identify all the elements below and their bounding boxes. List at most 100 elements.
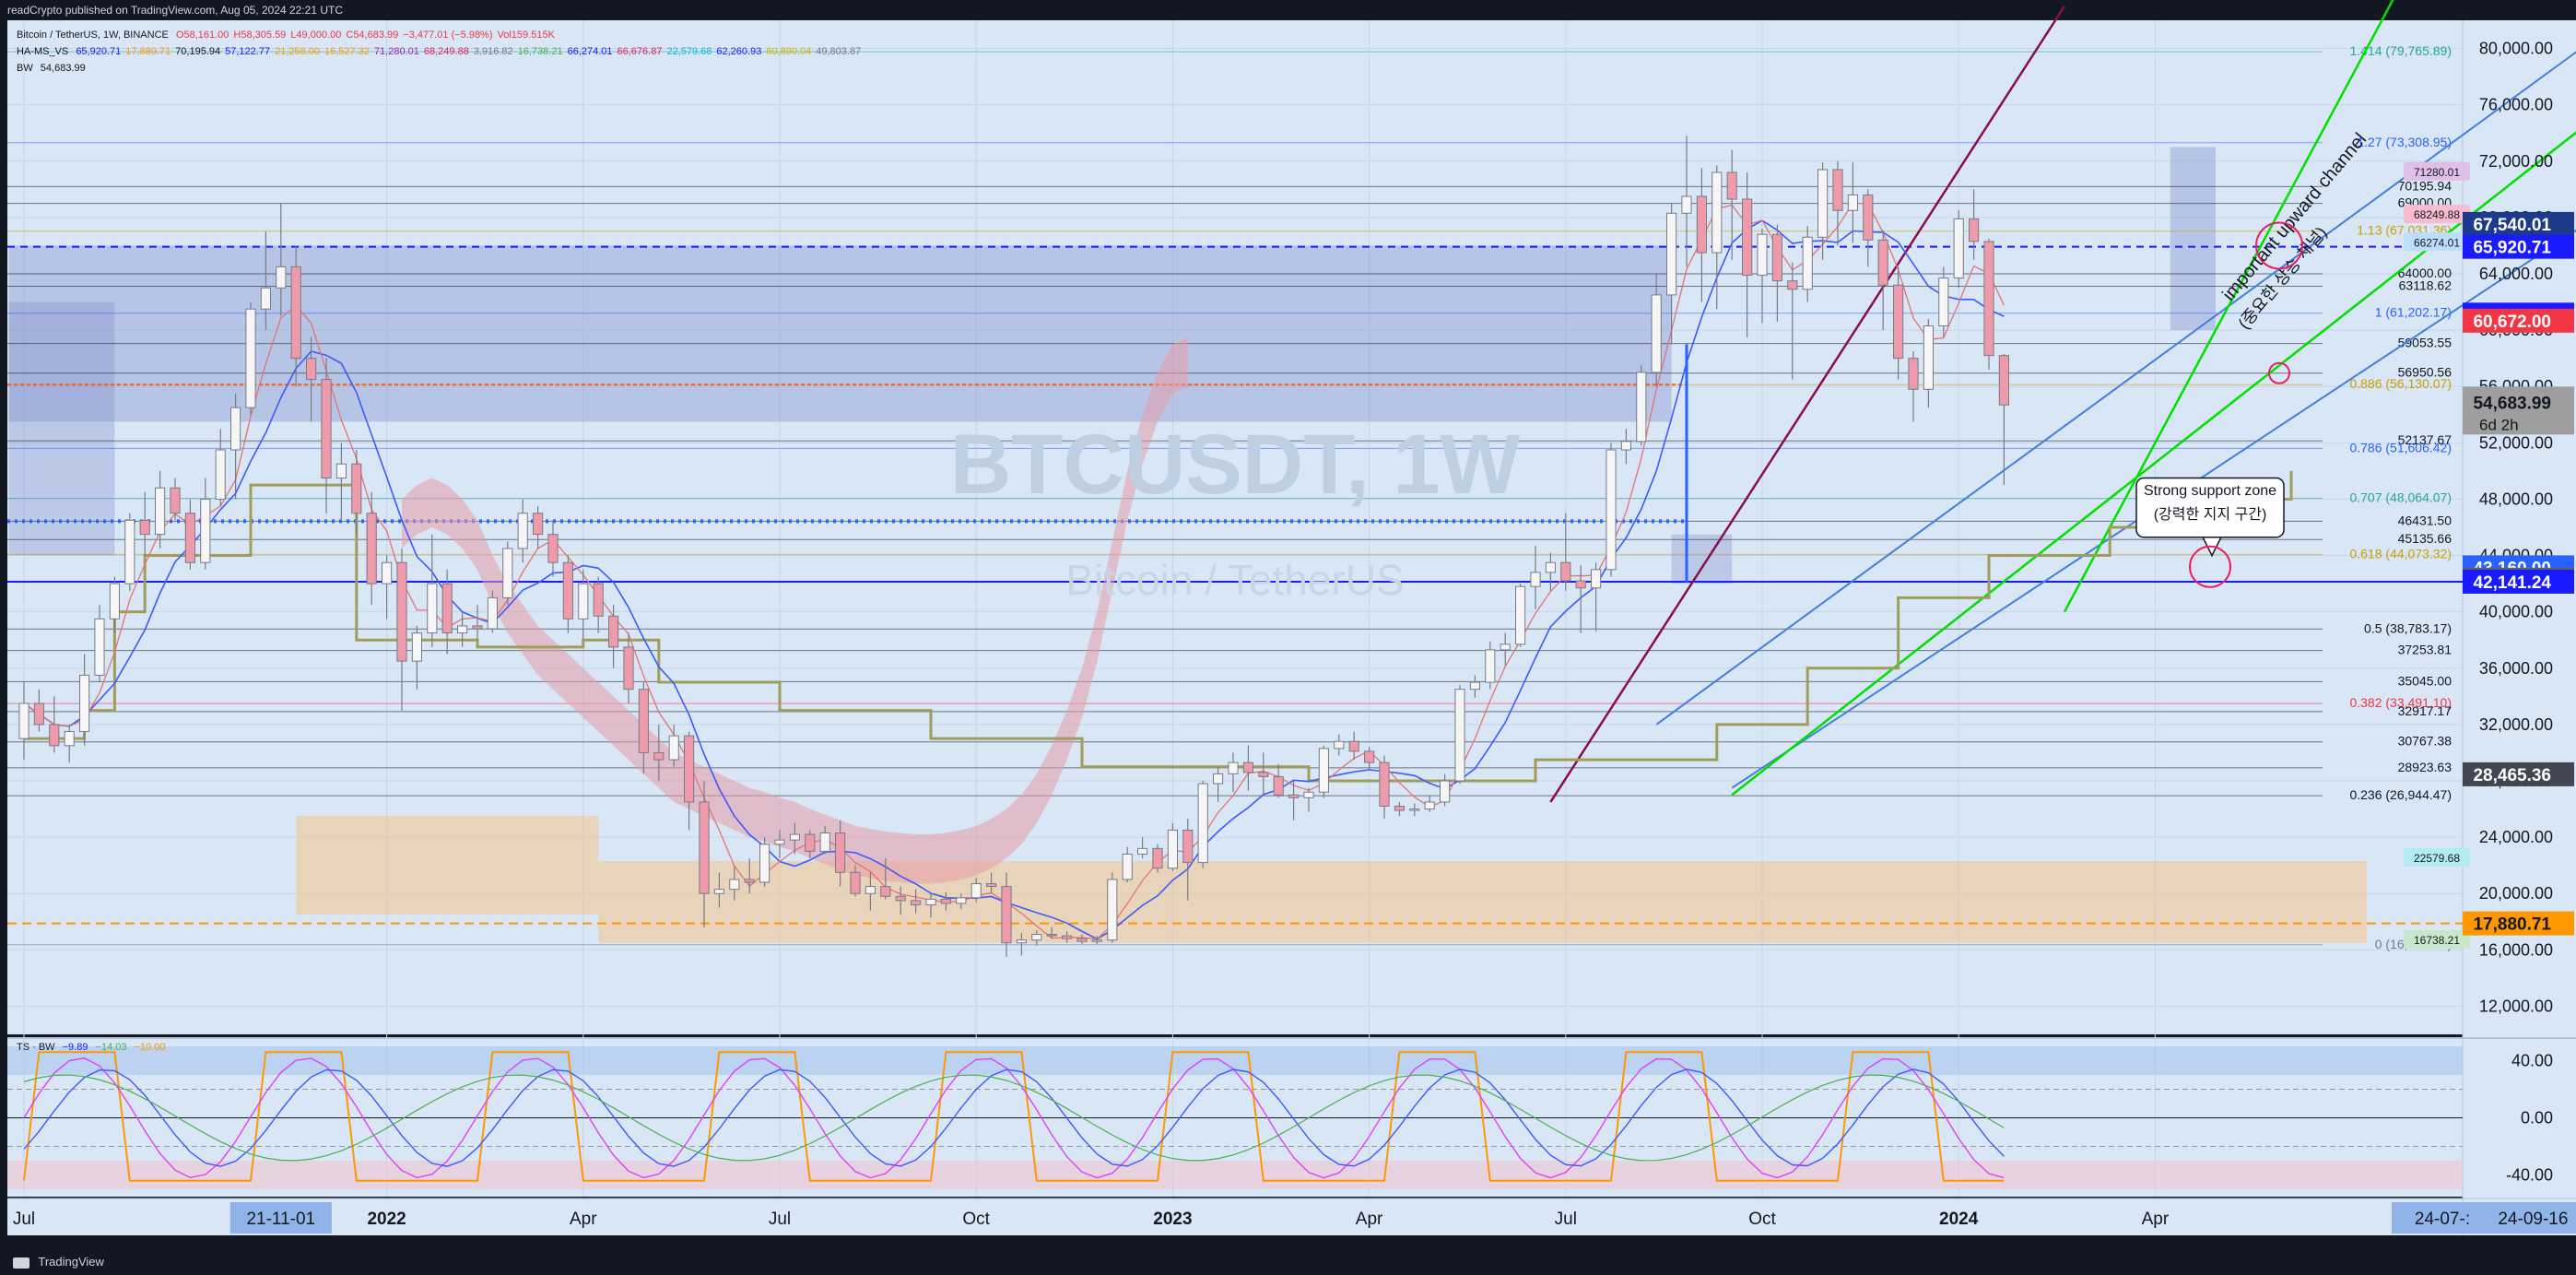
candle-body [1152,847,1163,869]
time-tick: Oct [962,1210,990,1229]
candle-body [1500,643,1511,651]
candle-body [789,833,800,841]
candle-body [1969,218,1980,242]
ohlc-value: L49,000.00 [290,30,342,41]
candle-body [94,618,105,676]
symbol-legend: Bitcoin / TetherUS, 1W, BINANCE O58,161.… [17,30,564,41]
price-badge-bg [2463,234,2574,259]
time-tick: Jul [769,1210,791,1229]
moving-average-fast [23,219,2005,940]
footer-bar: TradingView [0,1249,2576,1275]
candle-body [895,895,906,902]
osc-fast-line [23,1057,2005,1179]
candle-body [805,833,816,852]
osc-slow-line [23,1068,2005,1167]
ha-value: 70,195.94 [175,46,221,57]
candle-body [1062,935,1073,939]
time-axis-bg [7,1198,2576,1235]
ha-value: 22,579.68 [666,46,712,57]
candle-body [1757,233,1768,277]
candle-body [215,449,226,500]
value-tag: 66274.01 [2414,236,2460,249]
level-label: 45135.66 [2398,531,2452,546]
candle-body [1001,886,1012,944]
level-label: 56950.56 [2398,365,2452,380]
resistance-box [8,245,1672,422]
candle-body [366,513,377,584]
candle-body [608,615,619,648]
candles [18,136,2009,957]
candle-body [155,487,166,536]
oscillator-legend: TS · BW −9.89 −14.03 −10.00 [17,1042,171,1053]
ha-value: 71,280.01 [373,46,419,57]
candle-body [1696,195,1707,254]
time-highlight: 21-11-01 [246,1210,315,1229]
level-label: 30767.38 [2398,734,2452,749]
price-tick: 40,000.00 [2479,603,2553,621]
ha-value: 68,249.88 [423,46,469,57]
support-zone-annotation-ko: (강력한 지지 구간) [2154,506,2267,523]
candle-body [1031,934,1042,941]
price-badges: 67,540.0165,920.7161,099.2560,672.0043,1… [2463,211,2574,936]
price-tick: 52,000.00 [2479,433,2553,452]
candle-body [1469,681,1480,691]
level-label: 37253.81 [2398,643,2452,657]
candle-body [139,519,150,536]
candle-body [911,900,922,905]
candle-body [124,519,135,584]
value-tag: 16738.21 [2414,934,2460,947]
candle-body [1726,171,1737,200]
ohlc-value: −3,477.01 (−5.98%) [403,30,493,41]
candle-body [306,358,317,381]
candle-body [925,898,936,905]
tradingview-logo-icon [13,1257,29,1269]
candle-body [880,886,891,897]
candle-body [1167,829,1178,869]
candle-body [1636,372,1647,443]
candle-body [1213,773,1224,785]
candle-body [1606,449,1617,571]
candle-body [1182,829,1194,864]
candle-body [1197,783,1208,864]
candle-body [472,625,483,630]
candle-body [533,513,544,536]
candle-body [200,498,211,563]
candle-body [427,583,438,634]
level-label: 0.707 (48,064.07) [2349,490,2452,504]
price-badge-bg [2463,308,2574,333]
candle-body [1832,169,1843,211]
osc-mid-line [23,1074,2005,1162]
published-text: readCrypto published on TradingView.com,… [7,4,344,17]
candle-body [1938,277,1949,327]
candle-body [487,596,498,630]
ha-value: 17,880.71 [125,46,171,57]
candle-body [1591,569,1602,589]
candle-body [276,266,287,289]
level-label: 0.886 (56,130.07) [2349,376,2452,391]
level-label: 35045.00 [2398,673,2452,688]
value-tag: 22579.68 [2414,852,2460,865]
candle-body [713,889,724,894]
candle-body [1364,750,1375,763]
candle-body [230,407,241,451]
price-tick: 80,000.00 [2479,40,2553,58]
candle-body [956,897,967,904]
candle-body [1923,325,1934,390]
breakout-box [1671,534,1733,584]
candle-body [684,735,695,803]
trend-line [1549,6,2066,803]
value-tags: 71280.01 68249.88 66274.01 22579.68 16738.21 [2404,161,2470,950]
candle-body [1379,761,1390,808]
osc-tick: 40.00 [2511,1052,2553,1070]
left-box [8,301,115,556]
price-badge: 67,540.01 [2473,216,2551,235]
osc-tick: -40.00 [2506,1166,2553,1185]
time-axis: 21-11-01 24-07-: 24-09-16 Jul 2022 Apr Jul Oct 2… [13,1202,2576,1234]
footer-brand: TradingView [38,1255,104,1269]
value-tag-bg [2404,847,2470,867]
level-label: 63118.62 [2399,277,2452,292]
ha-value: 16,527.32 [324,46,370,57]
trend-line [1655,51,2576,726]
candle-body [1983,241,1994,357]
